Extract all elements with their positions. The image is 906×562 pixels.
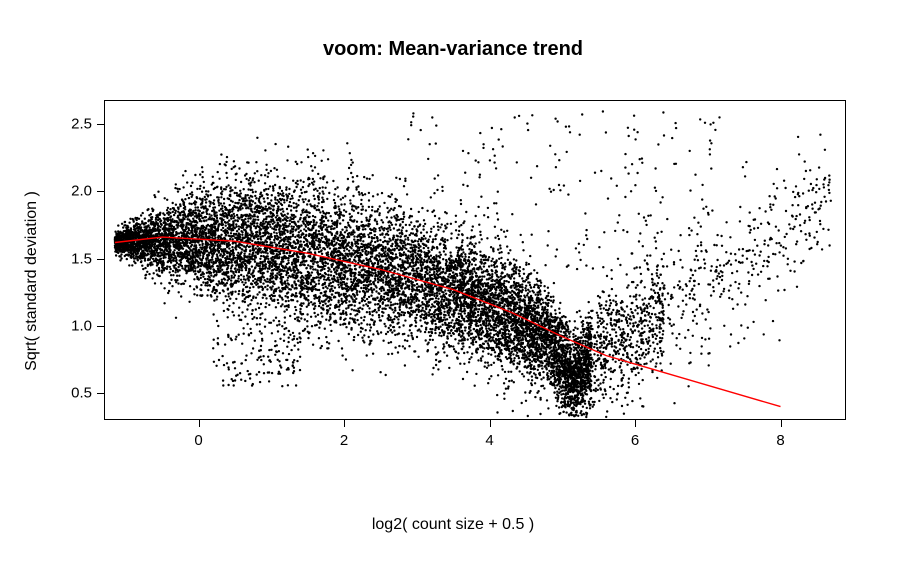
y-tick-label: 0.5 xyxy=(64,385,92,402)
x-tick-label: 4 xyxy=(485,432,493,449)
scatter-points xyxy=(114,110,832,418)
y-tick-label: 1.5 xyxy=(64,250,92,267)
y-tick-label: 1.0 xyxy=(64,317,92,334)
x-tick-mark xyxy=(781,420,782,427)
x-tick-mark xyxy=(199,420,200,427)
x-tick-label: 2 xyxy=(340,432,348,449)
scatter-plot xyxy=(0,0,906,562)
y-tick-mark xyxy=(97,326,104,327)
y-tick-mark xyxy=(97,191,104,192)
y-tick-label: 2.5 xyxy=(64,116,92,133)
y-tick-label: 2.0 xyxy=(64,183,92,200)
x-tick-mark xyxy=(490,420,491,427)
y-tick-mark xyxy=(97,124,104,125)
y-tick-mark xyxy=(97,259,104,260)
x-tick-mark xyxy=(344,420,345,427)
x-tick-label: 6 xyxy=(631,432,639,449)
y-tick-mark xyxy=(97,393,104,394)
chart-container: voom: Mean-variance trend Sqrt( standard… xyxy=(0,0,906,562)
x-tick-label: 0 xyxy=(194,432,202,449)
x-tick-mark xyxy=(635,420,636,427)
x-tick-label: 8 xyxy=(776,432,784,449)
